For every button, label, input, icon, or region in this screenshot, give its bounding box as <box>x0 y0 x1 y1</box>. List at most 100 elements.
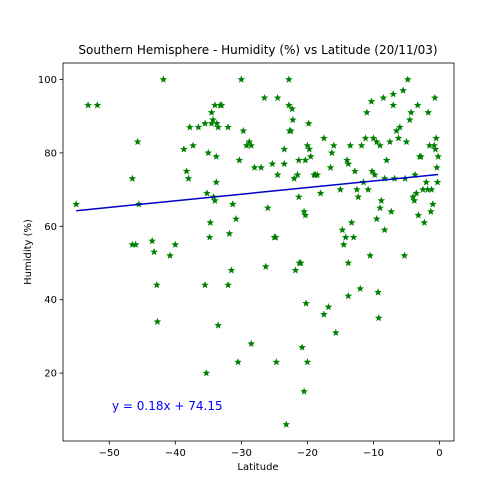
data-point <box>205 233 214 241</box>
data-point <box>304 119 313 127</box>
data-point <box>280 159 289 168</box>
data-point <box>232 214 240 223</box>
data-point <box>368 167 376 175</box>
data-point <box>150 248 158 256</box>
data-point <box>336 185 345 193</box>
data-point <box>280 145 289 153</box>
y-tick-label: 100 <box>38 75 57 86</box>
data-point <box>228 200 237 208</box>
data-point <box>261 262 270 270</box>
data-point <box>131 240 140 248</box>
data-point <box>372 137 381 146</box>
data-point <box>301 211 310 219</box>
data-point <box>338 225 347 234</box>
data-point <box>224 281 232 289</box>
data-point <box>372 214 381 223</box>
data-point <box>353 185 361 193</box>
y-axis-ticks: 20 40 60 80 100 <box>38 75 63 380</box>
data-point <box>392 126 401 135</box>
data-point <box>250 163 259 171</box>
x-axis-ticks: −50 −40 −30 −20 −10 0 <box>99 441 443 459</box>
data-point <box>430 141 438 149</box>
data-point <box>128 174 137 182</box>
x-tick-label: 0 <box>436 448 442 459</box>
data-point <box>182 167 191 175</box>
data-point <box>410 196 419 204</box>
data-point <box>290 174 298 182</box>
data-point <box>429 200 437 208</box>
x-tick-label: −40 <box>165 448 186 459</box>
data-point <box>389 101 398 109</box>
data-point <box>212 178 221 186</box>
regression-line <box>76 173 439 212</box>
data-point <box>344 259 353 267</box>
data-point <box>214 123 223 131</box>
data-point <box>282 420 291 428</box>
data-point <box>268 159 277 168</box>
y-tick-label: 60 <box>44 222 57 233</box>
x-axis-label: Latitude <box>237 462 278 473</box>
data-point <box>403 75 412 83</box>
data-point <box>211 101 219 109</box>
data-point <box>370 170 379 179</box>
data-point <box>346 141 355 149</box>
data-point <box>237 75 246 83</box>
data-point <box>324 303 333 311</box>
data-point <box>303 141 312 149</box>
data-point <box>431 93 439 102</box>
data-point <box>344 292 353 300</box>
data-point <box>420 218 429 226</box>
data-point <box>427 207 435 215</box>
data-point <box>201 119 209 127</box>
data-point <box>263 203 272 212</box>
data-point <box>203 189 211 197</box>
data-point <box>380 225 389 234</box>
data-point <box>394 134 403 142</box>
data-point <box>433 178 442 186</box>
y-tick-label: 40 <box>44 295 57 306</box>
data-point <box>273 170 282 179</box>
data-point <box>424 108 433 116</box>
data-point <box>320 310 328 318</box>
data-point <box>296 259 305 267</box>
y-tick-label: 20 <box>44 369 57 380</box>
data-point <box>364 185 372 193</box>
y-tick-label: 80 <box>44 148 57 159</box>
data-point <box>374 314 383 322</box>
data-point <box>184 174 193 182</box>
data-point <box>93 101 102 109</box>
data-point <box>245 137 254 146</box>
data-point <box>293 170 302 179</box>
data-point <box>201 281 209 289</box>
data-point <box>214 321 223 329</box>
data-point <box>356 284 365 292</box>
data-point <box>285 101 293 109</box>
plot-frame <box>62 62 455 442</box>
data-point <box>402 137 411 146</box>
data-point <box>413 101 422 109</box>
data-point <box>239 126 248 135</box>
data-point <box>180 145 188 153</box>
data-point <box>357 141 366 149</box>
data-point <box>313 170 322 179</box>
data-point <box>409 192 417 201</box>
data-point <box>247 339 256 347</box>
data-point <box>300 207 308 215</box>
data-point <box>367 97 376 105</box>
data-point <box>287 126 295 135</box>
data-point <box>343 156 351 164</box>
data-point <box>405 115 414 124</box>
data-point <box>217 101 226 109</box>
data-point <box>320 134 328 142</box>
data-point <box>422 178 431 186</box>
data-point <box>224 123 232 131</box>
data-point <box>369 134 378 142</box>
data-point <box>366 251 374 259</box>
data-point <box>273 93 282 102</box>
data-point <box>389 90 398 98</box>
data-point <box>300 387 308 395</box>
y-axis-label: Humidity (%) <box>23 219 34 285</box>
chart-title: Southern Hemisphere - Humidity (%) vs La… <box>78 43 437 57</box>
regression-equation-label: y = 0.18x + 74.15 <box>112 399 223 413</box>
